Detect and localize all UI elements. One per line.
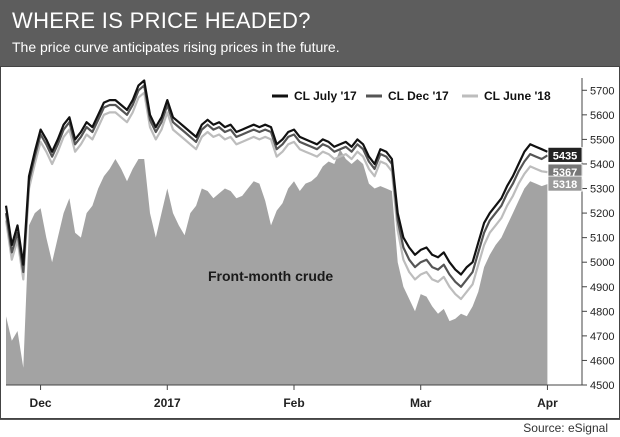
chart-header: WHERE IS PRICE HEADED? The price curve a…: [0, 0, 620, 66]
chart-subtitle: The price curve anticipates rising price…: [12, 39, 340, 55]
y-tick-label: 4500: [590, 380, 614, 392]
y-tick-label: 5000: [590, 257, 614, 269]
footer-divider: [0, 419, 620, 420]
x-tick-label: Mar: [410, 396, 432, 410]
x-tick-label: Feb: [283, 396, 304, 410]
y-tick-label: 5500: [590, 134, 614, 146]
chart-title: WHERE IS PRICE HEADED?: [12, 8, 311, 33]
y-tick-label: 5700: [590, 85, 614, 97]
series-line-2: [4, 91, 548, 301]
legend-label: CL July '17: [294, 89, 357, 103]
end-value-label: 5318: [553, 179, 577, 191]
x-tick-label: Apr: [537, 396, 558, 410]
x-tick-label: Dec: [30, 396, 52, 410]
y-tick-label: 4800: [590, 306, 614, 318]
y-tick-label: 5600: [590, 110, 614, 122]
y-tick-label: 5400: [590, 159, 614, 171]
area-label: Front-month crude: [208, 268, 333, 284]
front-month-area: [6, 149, 548, 385]
y-tick-label: 5100: [590, 233, 614, 245]
price-chart: 4500 4600 4700 4800 4900 5000 5100 5200 5300 5400…: [0, 66, 620, 419]
source-note: Source: eSignal: [523, 421, 608, 435]
series-line-1: [4, 84, 548, 288]
series-line-0: [4, 79, 548, 276]
y-tick-label: 4700: [590, 331, 614, 343]
legend-label: CL June '18: [484, 89, 551, 103]
end-label-box: [547, 175, 583, 192]
y-tick-label: 4600: [590, 355, 614, 367]
x-tick-label: 2017: [154, 396, 181, 410]
y-tick-label: 4900: [590, 282, 614, 294]
y-tick-label: 5300: [590, 184, 614, 196]
end-value-label: 5435: [553, 150, 577, 162]
end-label-box: [547, 146, 583, 163]
y-tick-label: 5200: [590, 208, 614, 220]
legend-label: CL Dec '17: [388, 89, 449, 103]
